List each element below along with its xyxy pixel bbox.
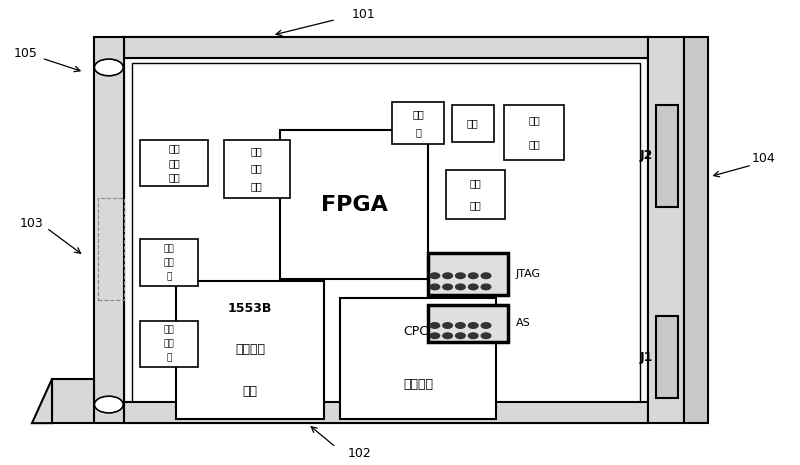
Text: 1553B: 1553B [228, 302, 272, 315]
Text: 加载: 加载 [168, 158, 180, 168]
Circle shape [430, 333, 440, 339]
Polygon shape [52, 379, 94, 423]
Circle shape [481, 333, 490, 339]
Text: J2: J2 [640, 149, 653, 162]
Bar [280, 130, 428, 279]
Text: 转换: 转换 [470, 200, 482, 210]
Bar [504, 105, 564, 160]
Text: 104: 104 [752, 152, 776, 165]
Circle shape [430, 273, 440, 279]
Bar [140, 140, 208, 186]
Text: 隔离: 隔离 [164, 326, 174, 334]
Text: 101: 101 [352, 8, 376, 21]
Text: 电源: 电源 [470, 179, 482, 188]
Text: 器: 器 [415, 127, 421, 137]
Text: CPCI: CPCI [404, 325, 432, 338]
Text: AS: AS [516, 318, 530, 328]
Bar [392, 102, 444, 144]
Circle shape [469, 333, 478, 339]
Bar [124, 37, 648, 423]
Text: 模块: 模块 [168, 172, 180, 182]
Circle shape [456, 284, 466, 290]
Bar [98, 198, 124, 300]
Text: 转换: 转换 [251, 181, 262, 191]
Bar [648, 37, 684, 423]
Bar [684, 37, 708, 423]
Bar [224, 140, 290, 198]
Circle shape [94, 396, 123, 413]
Circle shape [443, 333, 453, 339]
Text: 变压: 变压 [164, 339, 174, 349]
Circle shape [481, 284, 490, 290]
Bar [656, 105, 678, 207]
Circle shape [469, 323, 478, 328]
Bar [140, 321, 198, 367]
Text: FPGA: FPGA [321, 194, 387, 215]
Text: 电路: 电路 [528, 140, 540, 150]
Text: 103: 103 [20, 217, 44, 230]
Bar [94, 37, 124, 423]
Text: 隔离: 隔离 [164, 244, 174, 253]
Text: 逻辑: 逻辑 [251, 146, 262, 156]
Circle shape [481, 323, 490, 328]
Text: 时钟: 时钟 [467, 118, 478, 128]
Circle shape [456, 323, 466, 328]
Text: 总线单元: 总线单元 [403, 378, 433, 391]
Circle shape [443, 284, 453, 290]
Bar [124, 402, 648, 423]
Circle shape [430, 323, 440, 328]
Text: 分频: 分频 [412, 109, 424, 119]
Circle shape [443, 323, 453, 328]
Text: 总线协议: 总线协议 [235, 344, 265, 356]
Bar [446, 170, 505, 219]
Text: 器: 器 [166, 272, 172, 281]
Circle shape [430, 284, 440, 290]
Bar [132, 63, 640, 416]
Text: 复位: 复位 [528, 115, 540, 126]
Polygon shape [32, 379, 52, 423]
Text: 105: 105 [14, 47, 38, 60]
Text: JTAG: JTAG [516, 269, 541, 279]
Text: J1: J1 [640, 351, 653, 364]
Bar [176, 281, 324, 418]
Bar [124, 37, 648, 58]
Circle shape [469, 284, 478, 290]
Text: 变压: 变压 [164, 258, 174, 267]
Circle shape [481, 273, 490, 279]
Bar [140, 239, 198, 286]
Text: 电平: 电平 [251, 164, 262, 173]
Bar [656, 316, 678, 398]
Circle shape [456, 333, 466, 339]
Bar [428, 253, 508, 295]
Circle shape [94, 59, 123, 76]
Text: 串行: 串行 [168, 144, 180, 153]
Bar [428, 305, 508, 342]
Text: 单元: 单元 [242, 385, 258, 398]
Bar [340, 298, 496, 418]
Circle shape [469, 273, 478, 279]
Bar [452, 105, 494, 142]
Circle shape [456, 273, 466, 279]
Circle shape [443, 273, 453, 279]
Text: 102: 102 [348, 447, 372, 460]
Text: 器: 器 [166, 354, 172, 363]
